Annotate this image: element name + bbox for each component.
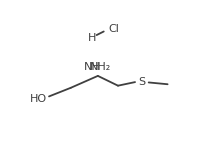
Text: H: H — [88, 33, 97, 43]
Text: HO: HO — [30, 94, 47, 104]
Text: NH₂: NH₂ — [90, 62, 112, 72]
Text: S: S — [138, 78, 146, 87]
Text: NH: NH — [84, 62, 101, 72]
Text: Cl: Cl — [109, 24, 120, 34]
